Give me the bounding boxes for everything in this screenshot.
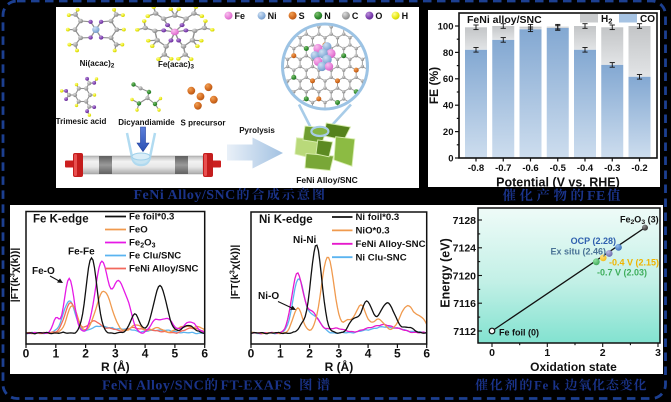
svg-text:Fe-Fe: Fe-Fe: [68, 247, 95, 258]
svg-text:Ex situ (2.46): Ex situ (2.46): [550, 247, 606, 257]
svg-text:FE: FE: [587, 189, 606, 204]
svg-text:OCP (2.28): OCP (2.28): [571, 236, 616, 246]
svg-text:R (Å): R (Å): [101, 359, 130, 374]
svg-text:Fe k: Fe k: [534, 378, 560, 393]
svg-text:FE (%): FE (%): [428, 67, 441, 104]
svg-text:3: 3: [655, 347, 661, 359]
svg-text:-0.6: -0.6: [522, 163, 538, 174]
svg-text:0: 0: [23, 347, 30, 361]
svg-text:S: S: [299, 11, 305, 21]
svg-text:-0.8: -0.8: [468, 163, 484, 174]
svg-text:Fe2O3 (3): Fe2O3 (3): [620, 215, 659, 226]
svg-text:-0.3: -0.3: [604, 163, 620, 174]
svg-text:FT-EXAFS: FT-EXAFS: [221, 379, 292, 394]
svg-text:0: 0: [489, 347, 495, 359]
svg-text:-0.5: -0.5: [550, 163, 567, 174]
svg-text:N: N: [324, 11, 331, 21]
svg-text:Potential (V vs. RHE): Potential (V vs. RHE): [496, 176, 620, 188]
svg-text:7120: 7120: [453, 270, 477, 282]
svg-text:Fe2O3: Fe2O3: [129, 238, 156, 250]
svg-text:FeNi Alloy/SNC: FeNi Alloy/SNC: [296, 175, 358, 185]
svg-text:Ni-Ni: Ni-Ni: [293, 235, 317, 246]
svg-text:|FT(k3χ(k))|: |FT(k3χ(k))|: [10, 248, 21, 303]
svg-text:2: 2: [82, 347, 89, 361]
svg-text:0: 0: [448, 153, 453, 164]
svg-text:Fe K-edge: Fe K-edge: [33, 214, 89, 226]
svg-text:1: 1: [544, 347, 550, 359]
svg-text:S precursor: S precursor: [181, 119, 226, 128]
svg-text:60: 60: [443, 74, 454, 85]
svg-text:3: 3: [112, 347, 119, 361]
svg-text:-0.2: -0.2: [631, 163, 647, 174]
svg-text:H2: H2: [601, 14, 612, 26]
svg-text:6: 6: [423, 347, 430, 361]
svg-text:20: 20: [443, 127, 454, 138]
svg-text:-0.7 V (2.03): -0.7 V (2.03): [597, 268, 647, 278]
svg-text:Fe: Fe: [235, 11, 246, 21]
svg-text:FeNi Alloy/SNC: FeNi Alloy/SNC: [129, 264, 199, 275]
svg-text:5: 5: [394, 347, 401, 361]
svg-text:Energy (eV): Energy (eV): [439, 238, 453, 307]
svg-text:80: 80: [443, 48, 454, 59]
svg-text:Ni K-edge: Ni K-edge: [259, 214, 313, 226]
svg-text:FeNi Alloy/SNC: FeNi Alloy/SNC: [134, 188, 236, 203]
svg-text:6: 6: [201, 347, 208, 361]
svg-text:7116: 7116: [453, 298, 476, 310]
svg-text:Ni foil*0.3: Ni foil*0.3: [356, 212, 400, 223]
svg-text:40: 40: [443, 101, 454, 112]
svg-text:Fe foil (0): Fe foil (0): [499, 328, 539, 338]
svg-text:Fe(acac)3: Fe(acac)3: [158, 60, 194, 71]
svg-text:Trimesic acid: Trimesic acid: [56, 117, 106, 126]
svg-text:7128: 7128: [453, 215, 477, 227]
svg-text:3: 3: [336, 347, 343, 361]
svg-text:Fe-O: Fe-O: [32, 266, 55, 277]
svg-text:NiO*0.3: NiO*0.3: [356, 226, 390, 237]
svg-text:Ni: Ni: [268, 11, 277, 21]
svg-text:FeNi Alloy/SNC: FeNi Alloy/SNC: [102, 379, 204, 394]
svg-text:2: 2: [306, 347, 313, 361]
svg-text:1: 1: [277, 347, 284, 361]
svg-text:0: 0: [248, 347, 255, 361]
svg-text:7124: 7124: [453, 243, 477, 255]
svg-text:100: 100: [438, 21, 454, 32]
svg-text:Fe Clu/SNC: Fe Clu/SNC: [129, 251, 181, 262]
svg-text:7112: 7112: [453, 326, 476, 338]
svg-text:FeNi Alloy-SNC: FeNi Alloy-SNC: [356, 239, 426, 250]
svg-text:O: O: [375, 11, 382, 21]
svg-text:Dicyandiamide: Dicyandiamide: [118, 118, 175, 127]
svg-text:-0.4: -0.4: [577, 163, 594, 174]
svg-text:Pyrolysis: Pyrolysis: [239, 126, 275, 135]
svg-text:Ni(acac)2: Ni(acac)2: [80, 59, 115, 70]
svg-text:4: 4: [365, 347, 372, 361]
svg-text:Ni Clu-SNC: Ni Clu-SNC: [356, 252, 407, 263]
svg-text:Oxidation state: Oxidation state: [530, 360, 617, 374]
svg-text:Fe foil*0.3: Fe foil*0.3: [129, 212, 174, 223]
svg-text:-0.7: -0.7: [495, 163, 511, 174]
svg-text:FeO: FeO: [129, 225, 148, 236]
svg-text:|FT(k3χ(k))|: |FT(k3χ(k))|: [228, 245, 242, 300]
svg-text:CO: CO: [640, 14, 655, 25]
svg-text:Ni-O: Ni-O: [258, 291, 279, 302]
svg-text:4: 4: [142, 347, 149, 361]
svg-text:5: 5: [172, 347, 179, 361]
svg-text:-0.4 V (2.15): -0.4 V (2.15): [609, 258, 659, 268]
svg-text:FeNi alloy/SNC: FeNi alloy/SNC: [467, 14, 542, 26]
svg-text:1: 1: [52, 347, 59, 361]
svg-text:H: H: [402, 11, 409, 21]
svg-text:C: C: [352, 11, 359, 21]
svg-text:2: 2: [600, 347, 606, 359]
svg-text:R (Å): R (Å): [325, 359, 354, 374]
